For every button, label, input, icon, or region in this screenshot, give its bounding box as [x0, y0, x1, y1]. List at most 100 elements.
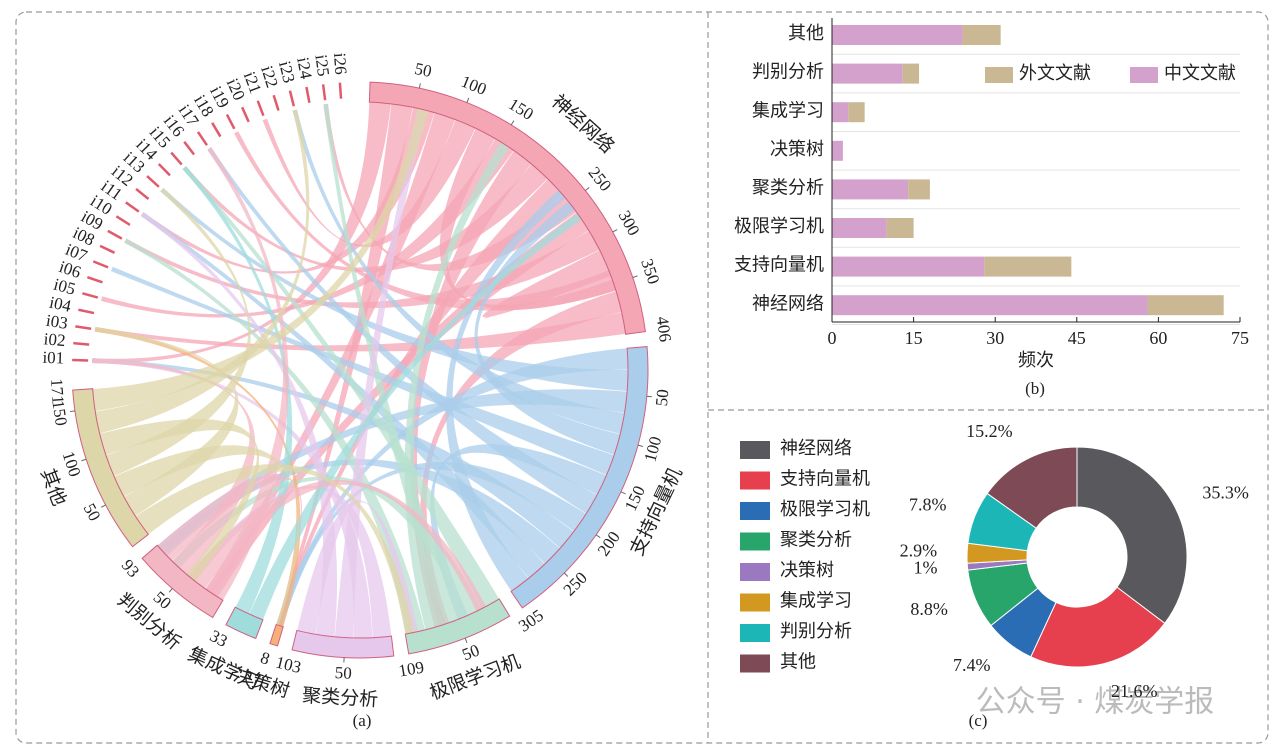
- y-tick-label: 判别分析: [752, 62, 824, 82]
- ribbon: [188, 480, 487, 612]
- tick: [81, 458, 87, 462]
- slice: [986, 446, 1078, 529]
- group-total: 103: [274, 653, 303, 677]
- y-tick-label: 支持向量机: [734, 255, 824, 275]
- ribbon: [297, 500, 419, 635]
- item-tick: [125, 201, 140, 213]
- group-arc: [291, 629, 395, 659]
- bar-segment: [902, 63, 920, 84]
- item-tick: [321, 84, 327, 101]
- group-total: 33: [207, 626, 231, 651]
- tick: [632, 275, 638, 278]
- legend-label: 外文文献: [1019, 63, 1091, 83]
- legend-label: 其他: [780, 652, 816, 672]
- legend-label: 中文文献: [1164, 63, 1236, 83]
- item-label: i04: [48, 293, 74, 316]
- item-label: i23: [275, 59, 299, 85]
- item-tick: [115, 215, 131, 226]
- slice: [1076, 446, 1188, 625]
- group-arc: [368, 81, 646, 335]
- item-tick: [272, 94, 280, 111]
- tick: [563, 572, 569, 577]
- group-total: 93: [118, 556, 143, 581]
- tick: [637, 444, 643, 447]
- ribbon: [187, 485, 392, 638]
- ribbon: [106, 187, 251, 477]
- item-tick: [256, 100, 265, 117]
- item-tick: [107, 229, 123, 240]
- bar-segment: [984, 256, 1072, 277]
- slice-label: 7.8%: [909, 494, 947, 514]
- y-tick-label: 聚类分析: [752, 178, 824, 198]
- slice-label: 7.4%: [953, 655, 991, 675]
- ribbon: [404, 142, 510, 630]
- item-label: i01: [42, 348, 64, 368]
- bar-segment: [832, 102, 849, 123]
- tick-label: 50: [652, 388, 672, 407]
- ribbon: [262, 118, 476, 248]
- group-arc: [72, 388, 150, 548]
- legend-swatch: [740, 532, 770, 551]
- x-tick-label: 30: [986, 328, 1004, 348]
- item-tick: [92, 260, 109, 269]
- item-tick: [99, 244, 116, 254]
- legend-swatch: [740, 441, 770, 459]
- tick-label: 250: [584, 163, 615, 195]
- tick-label: 50: [459, 641, 482, 665]
- tick-label: 150: [505, 94, 537, 124]
- caption: (c): [969, 711, 988, 730]
- tick: [100, 504, 106, 508]
- y-tick-label: 其他: [788, 23, 824, 43]
- bar-segment: [848, 102, 865, 123]
- ribbon: [114, 445, 299, 626]
- bar-segment: [832, 295, 1148, 316]
- legend-label: 神经网络: [780, 438, 852, 458]
- tick: [464, 637, 468, 643]
- item-label: i25: [311, 53, 333, 77]
- ribbon: [207, 147, 597, 514]
- item-tick: [288, 90, 296, 107]
- item-tick: [338, 82, 343, 99]
- ribbon: [474, 201, 621, 455]
- group-arc: [269, 623, 284, 647]
- legend-label: 聚类分析: [780, 530, 852, 550]
- item-tick: [157, 163, 171, 177]
- item-tick: [78, 308, 95, 315]
- tick: [69, 410, 75, 413]
- slice-label: 8.8%: [910, 599, 948, 619]
- legend-label: 集成学习: [780, 591, 852, 611]
- bar-segment: [832, 179, 909, 200]
- tick: [620, 491, 626, 495]
- ribbon: [208, 212, 589, 598]
- x-tick-label: 45: [1068, 328, 1086, 348]
- legend-swatch: [1130, 67, 1158, 83]
- item-label: i24: [293, 56, 316, 81]
- tick-label: 100: [640, 434, 665, 464]
- outer-frame: [15, 11, 1269, 744]
- ribbon: [182, 166, 500, 609]
- ribbon: [99, 418, 260, 582]
- slice-label: 2.9%: [900, 540, 938, 560]
- tick: [418, 83, 421, 89]
- slice-label: 21.6%: [1111, 681, 1158, 701]
- group-arc: [510, 346, 649, 609]
- item-tick: [170, 151, 183, 166]
- watermark: 公众号 · 煤炭学报: [976, 685, 1215, 720]
- tick: [612, 229, 618, 233]
- caption: (a): [353, 711, 372, 730]
- tick: [584, 187, 590, 191]
- group-total: 171: [47, 378, 68, 405]
- tick: [510, 120, 515, 126]
- item-tick: [305, 86, 311, 103]
- item-tick: [183, 141, 196, 156]
- ribbon: [92, 358, 256, 576]
- ribbon: [234, 131, 617, 311]
- ribbon: [410, 150, 532, 628]
- tick: [168, 588, 173, 593]
- legend-swatch: [740, 654, 770, 673]
- legend-label: 判别分析: [780, 621, 852, 641]
- tick-label: 50: [80, 500, 105, 524]
- x-tick-label: 15: [905, 328, 923, 348]
